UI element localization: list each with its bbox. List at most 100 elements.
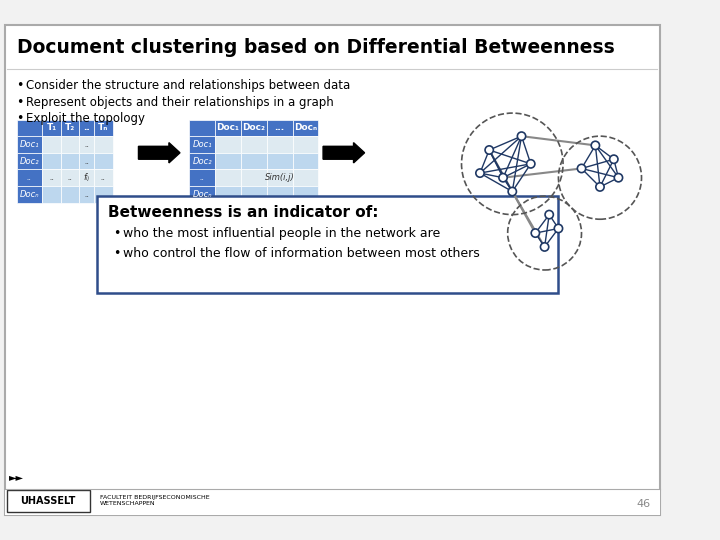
Circle shape (610, 155, 618, 164)
Text: Consider the structure and relationships between data: Consider the structure and relationships… (26, 79, 350, 92)
Bar (17, 170, 42, 186)
Bar (79, 136, 94, 153)
Bar (292, 170, 318, 186)
Bar (241, 119, 266, 136)
Circle shape (614, 173, 623, 182)
Text: Doc₁: Doc₁ (19, 140, 40, 149)
Text: ►►: ►► (9, 472, 24, 482)
Bar (241, 170, 266, 186)
Text: Doc₂: Doc₂ (243, 123, 266, 132)
Text: T₂: T₂ (65, 123, 76, 132)
Text: •: • (17, 96, 24, 109)
Text: Docₙ: Docₙ (294, 123, 317, 132)
Bar (292, 136, 318, 153)
Text: UHASSELT: UHASSELT (20, 496, 76, 506)
Bar (215, 170, 241, 186)
Bar (7, 490, 91, 512)
Bar (79, 186, 94, 202)
Bar (292, 186, 318, 202)
Bar (17, 119, 42, 136)
FancyBboxPatch shape (4, 25, 660, 515)
Circle shape (518, 132, 526, 140)
Text: T₁: T₁ (47, 123, 57, 132)
Circle shape (554, 224, 562, 233)
Bar (266, 119, 292, 136)
Bar (4, 489, 660, 515)
Bar (292, 119, 318, 136)
Text: Sim(i,j): Sim(i,j) (265, 173, 294, 182)
Bar (241, 153, 266, 170)
Bar (61, 136, 79, 153)
Text: •: • (114, 247, 121, 260)
Text: ..: .. (68, 173, 73, 182)
Bar (266, 170, 292, 186)
Circle shape (526, 160, 535, 168)
Bar (266, 136, 292, 153)
Bar (266, 186, 292, 202)
Circle shape (591, 141, 600, 150)
Bar (94, 186, 112, 202)
Text: ..: .. (101, 173, 106, 182)
Bar (241, 186, 266, 202)
Bar (241, 136, 266, 153)
Text: 46: 46 (636, 498, 651, 509)
Text: ...: ... (274, 123, 284, 132)
Bar (17, 136, 42, 153)
Circle shape (577, 164, 585, 173)
Text: Doc₂: Doc₂ (192, 157, 212, 166)
FancyArrow shape (323, 143, 364, 163)
Text: ..: .. (84, 123, 90, 132)
Bar (42, 136, 61, 153)
Text: ..: .. (27, 173, 32, 182)
Bar (266, 153, 292, 170)
Bar (42, 186, 61, 202)
Bar (42, 119, 61, 136)
Bar (292, 153, 318, 170)
Text: ..: .. (84, 157, 89, 166)
Text: who control the flow of information between most others: who control the flow of information betw… (123, 247, 480, 260)
Circle shape (476, 169, 484, 177)
Text: Doc₂: Doc₂ (19, 157, 40, 166)
FancyBboxPatch shape (97, 196, 559, 293)
Text: •: • (17, 79, 24, 92)
Circle shape (596, 183, 604, 191)
Bar (189, 136, 215, 153)
Bar (17, 186, 42, 202)
Circle shape (508, 187, 516, 195)
Bar (94, 170, 112, 186)
Text: FACULTEIT BEDRIJFSECONOMISCHE
WETENSCHAPPEN: FACULTEIT BEDRIJFSECONOMISCHE WETENSCHAP… (99, 495, 210, 506)
Circle shape (541, 243, 549, 251)
Bar (189, 186, 215, 202)
Text: ..: .. (84, 140, 89, 149)
Text: Represent objects and their relationships in a graph: Represent objects and their relationship… (26, 96, 333, 109)
Bar (61, 153, 79, 170)
Text: ..: .. (84, 190, 89, 199)
Text: who the most influential people in the network are: who the most influential people in the n… (123, 227, 440, 240)
Text: Docₙ: Docₙ (192, 190, 212, 199)
Circle shape (545, 211, 554, 219)
Text: Docₙ: Docₙ (19, 190, 40, 199)
Text: fᵢⱼ: fᵢⱼ (84, 173, 90, 182)
Bar (94, 153, 112, 170)
Bar (42, 153, 61, 170)
Bar (79, 170, 94, 186)
Bar (189, 153, 215, 170)
Circle shape (531, 229, 539, 237)
Bar (79, 119, 94, 136)
Bar (61, 186, 79, 202)
Bar (189, 170, 215, 186)
Bar (79, 153, 94, 170)
Bar (42, 170, 61, 186)
Circle shape (485, 146, 493, 154)
Bar (94, 119, 112, 136)
Bar (215, 119, 241, 136)
Text: Doc₁: Doc₁ (192, 140, 212, 149)
Text: Doc₁: Doc₁ (217, 123, 240, 132)
Text: Exploit the topology: Exploit the topology (26, 112, 145, 125)
Text: •: • (17, 112, 24, 125)
Bar (17, 153, 42, 170)
Bar (61, 170, 79, 186)
Bar (189, 119, 215, 136)
Bar (94, 136, 112, 153)
Text: ..: .. (49, 173, 54, 182)
